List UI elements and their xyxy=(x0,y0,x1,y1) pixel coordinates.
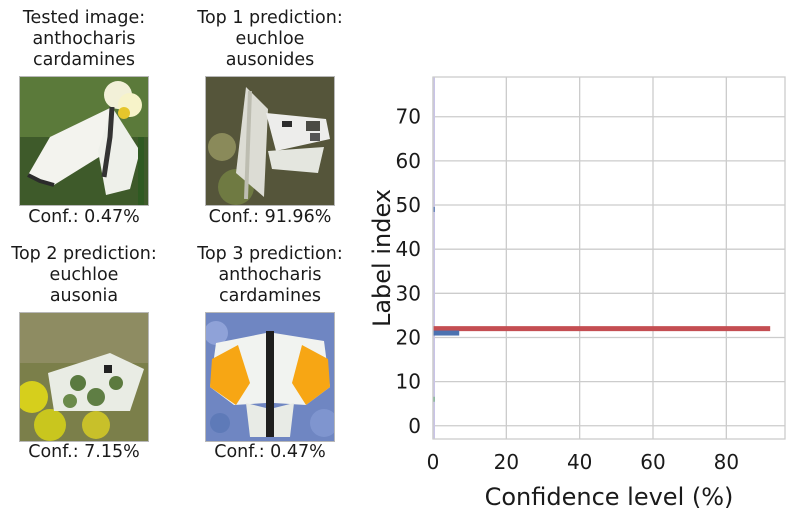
x-tick-label: 60 xyxy=(640,450,665,474)
panel-title: Top 1 prediction: euchloe ausonides xyxy=(197,8,343,70)
x-tick-label: 0 xyxy=(427,450,440,474)
bar-label-22 xyxy=(433,326,771,332)
confidence-label: Conf.: 0.47% xyxy=(28,207,140,227)
y-tick-label: 60 xyxy=(396,149,421,173)
y-tick-label: 10 xyxy=(396,370,421,394)
panel-title: Top 3 prediction: anthocharis cardamines xyxy=(197,244,343,306)
chart-grid xyxy=(432,77,785,439)
x-tick-label: 40 xyxy=(567,450,592,474)
green-marbled-butterfly-on-yellow-flower-icon xyxy=(19,312,149,442)
confidence-label: Conf.: 0.47% xyxy=(214,442,326,462)
panel-title: Tested image: anthocharis cardamines xyxy=(22,8,146,70)
chart-tick-labels: 0 20 40 60 80 0 10 20 30 40 50 60 70 xyxy=(396,105,740,474)
white-orange-tip-butterfly-on-flower-icon xyxy=(19,76,149,206)
y-axis-label: Label index xyxy=(368,189,396,327)
chart-frame xyxy=(432,76,786,440)
y-tick-label: 40 xyxy=(396,237,421,261)
x-axis-label: Confidence level (%) xyxy=(485,483,734,511)
confidence-bar-chart: 0 20 40 60 80 0 10 20 30 40 50 60 70 Confidence leve… xyxy=(368,76,786,511)
chart-bars xyxy=(433,77,771,439)
confidence-label: Conf.: 7.15% xyxy=(28,442,140,462)
confidence-label: Conf.: 91.96% xyxy=(208,207,332,227)
x-tick-label: 20 xyxy=(494,450,519,474)
y-tick-label: 30 xyxy=(396,281,421,305)
plot-frame xyxy=(432,76,786,440)
y-tick-label: 20 xyxy=(396,325,421,349)
x-tick-label: 80 xyxy=(714,450,739,474)
y-tick-label: 0 xyxy=(408,414,421,438)
bar-label-6 xyxy=(433,396,435,402)
y-tick-label: 70 xyxy=(396,105,421,129)
orange-tip-butterfly-open-wings-icon xyxy=(205,312,335,442)
panel-title: Top 2 prediction: euchloe ausonia xyxy=(11,244,157,306)
white-marbled-butterfly-on-stem-icon xyxy=(205,76,335,206)
bar-label-21 xyxy=(433,330,460,336)
bar-label-49 xyxy=(433,206,435,212)
y-tick-label: 50 xyxy=(396,193,421,217)
